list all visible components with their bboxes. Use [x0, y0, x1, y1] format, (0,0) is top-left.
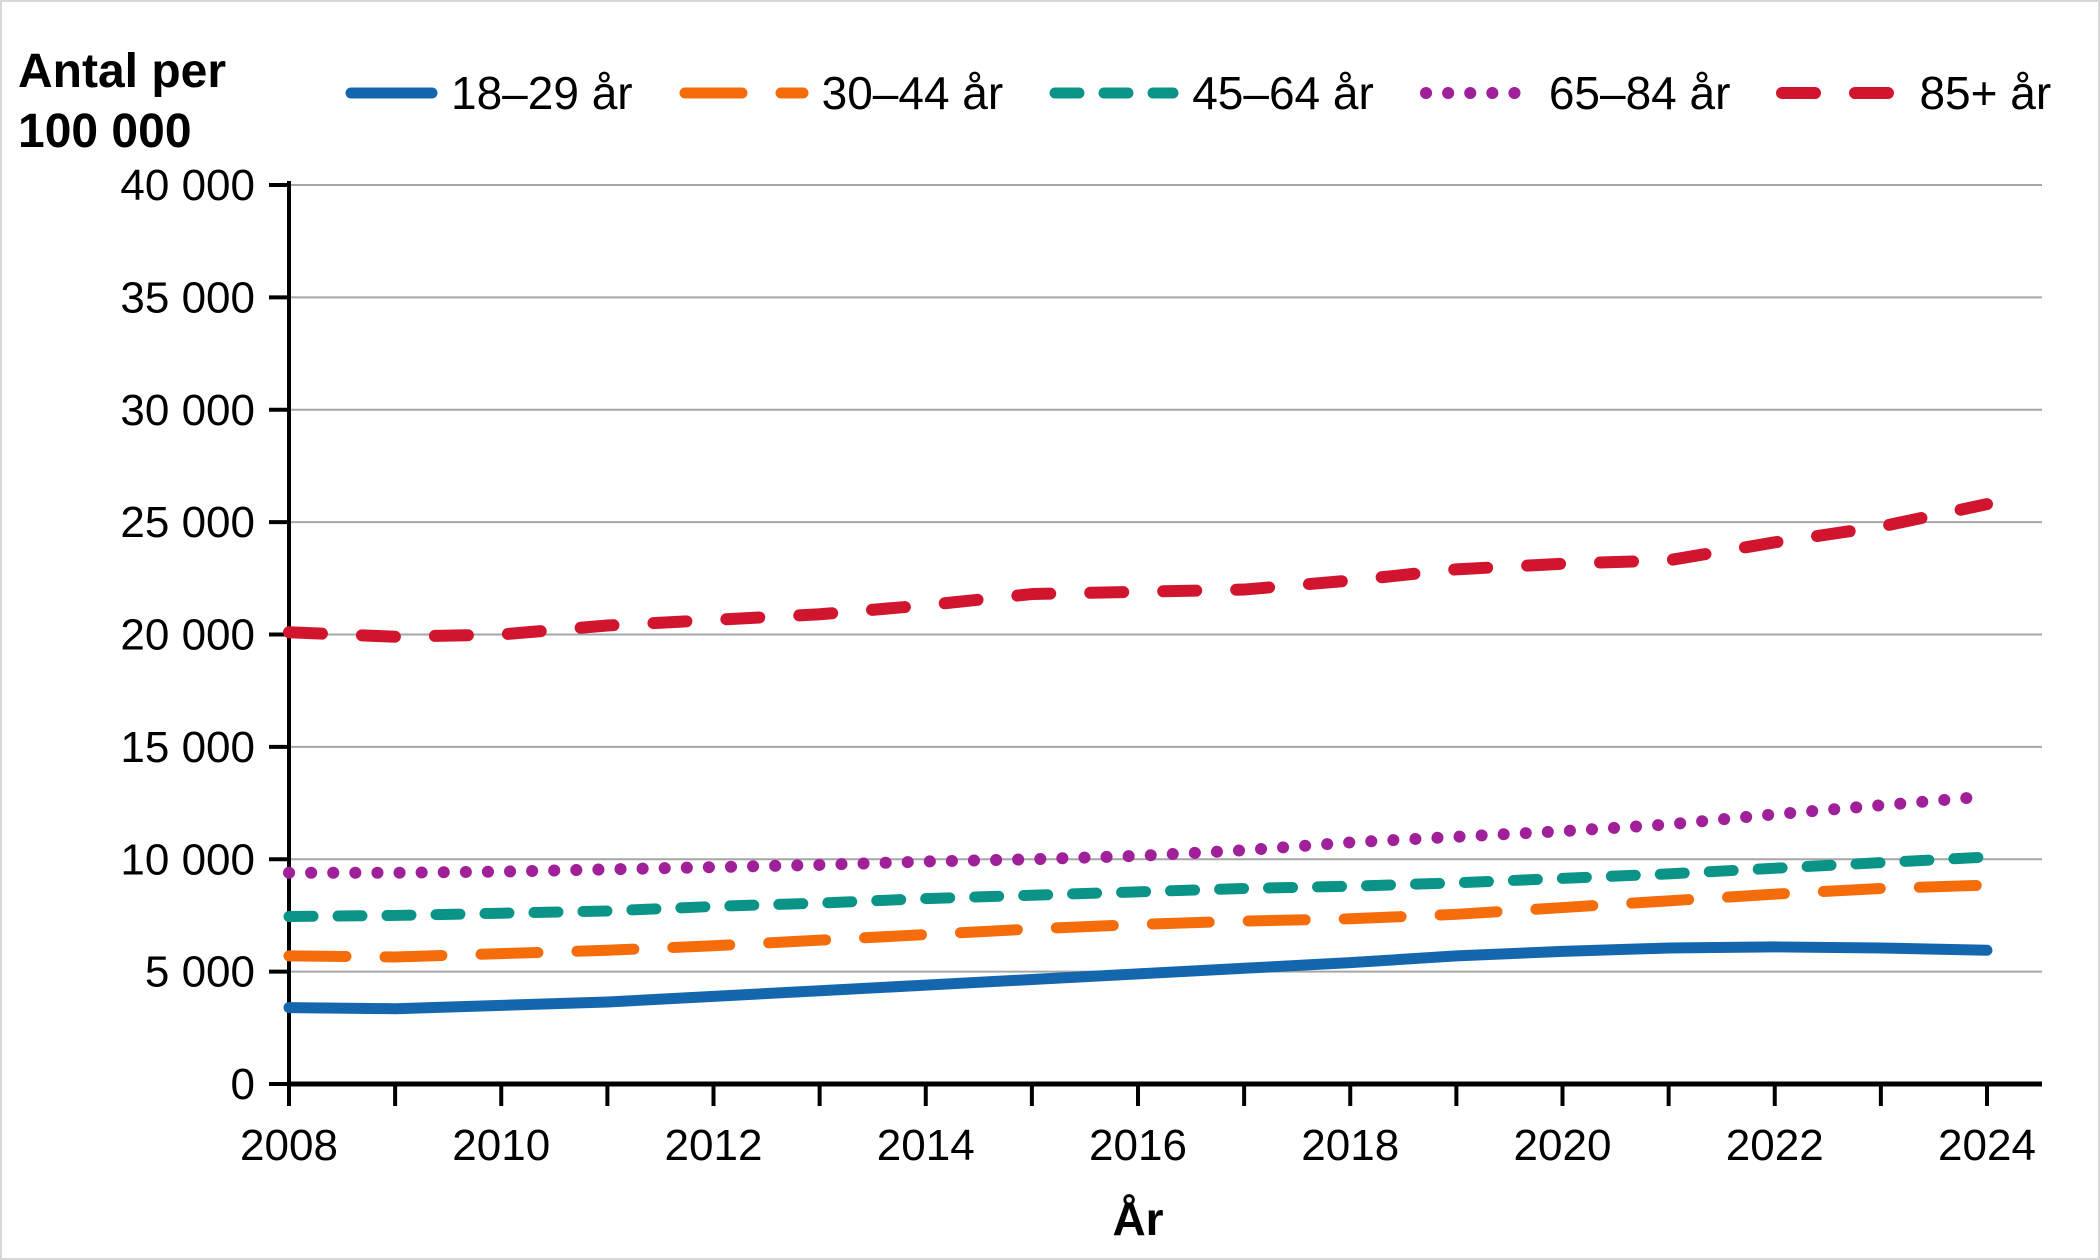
y-axis-title-line1: Antal per [18, 45, 227, 98]
legend-item-18-29-r: 18–29 år [344, 66, 633, 120]
y-axis-title: Antal per 100 000 [18, 42, 226, 163]
y-tick-label-10000: 10 000 [120, 835, 255, 884]
legend-sample-45-64-r [1049, 87, 1179, 99]
x-tick-label-2022: 2022 [1726, 1121, 1824, 1170]
y-axis-title-line2: 100 000 [18, 105, 192, 159]
series-line-65-84-r [283, 790, 1993, 879]
legend-item-30-44-r: 30–44 år [678, 66, 1004, 120]
x-tick-label-2010: 2010 [452, 1121, 550, 1170]
y-tick-label-20000: 20 000 [120, 611, 255, 660]
legend-sample-30-44-r [679, 87, 809, 99]
series-line-45-64-r [283, 851, 1993, 923]
x-tick-label-2014: 2014 [877, 1121, 975, 1170]
legend-item-85-r: 85+ år [1775, 66, 2051, 120]
x-tick-label-2020: 2020 [1514, 1121, 1612, 1170]
x-tick-label-2018: 2018 [1301, 1121, 1399, 1170]
legend-sample-85-r [1776, 87, 1907, 99]
y-tick-label-0: 0 [231, 1060, 255, 1109]
x-axis-title: År [1112, 1193, 1164, 1245]
legend-item-65-84-r: 65–84 år [1419, 66, 1731, 120]
legend-label-18-29-r: 18–29 år [451, 67, 633, 119]
legend-sample-18-29-r [345, 87, 438, 99]
x-tick-label-2016: 2016 [1089, 1121, 1187, 1170]
legend-label-85-r: 85+ år [1919, 67, 2052, 119]
y-tick-label-30000: 30 000 [120, 386, 255, 435]
legend-label-45-64-r: 45–64 år [1192, 67, 1374, 119]
series-line-30-44-r [283, 879, 1993, 963]
y-tick-label-35000: 35 000 [120, 273, 255, 322]
series-line-18-29-r [283, 941, 1993, 1015]
y-tick-label-40000: 40 000 [120, 161, 255, 210]
x-tick-label-2012: 2012 [665, 1121, 763, 1170]
legend-label-65-84-r: 65–84 år [1548, 67, 1731, 119]
legend-sample-65-84-r [1419, 87, 1536, 99]
x-tick-label-2024: 2024 [1938, 1121, 2036, 1170]
x-tick-label-2008: 2008 [240, 1121, 338, 1170]
y-tick-label-15000: 15 000 [120, 723, 255, 772]
legend-label-30-44-r: 30–44 år [821, 67, 1004, 119]
legend: 18–29 år 30–44 år 45–64 år 65–84 år 85+ år [344, 66, 2051, 120]
series-line-85-r [283, 498, 1993, 643]
y-tick-label-25000: 25 000 [120, 498, 255, 547]
legend-item-45-64-r: 45–64 år [1048, 66, 1374, 120]
y-tick-label-5000: 5 000 [145, 948, 255, 997]
